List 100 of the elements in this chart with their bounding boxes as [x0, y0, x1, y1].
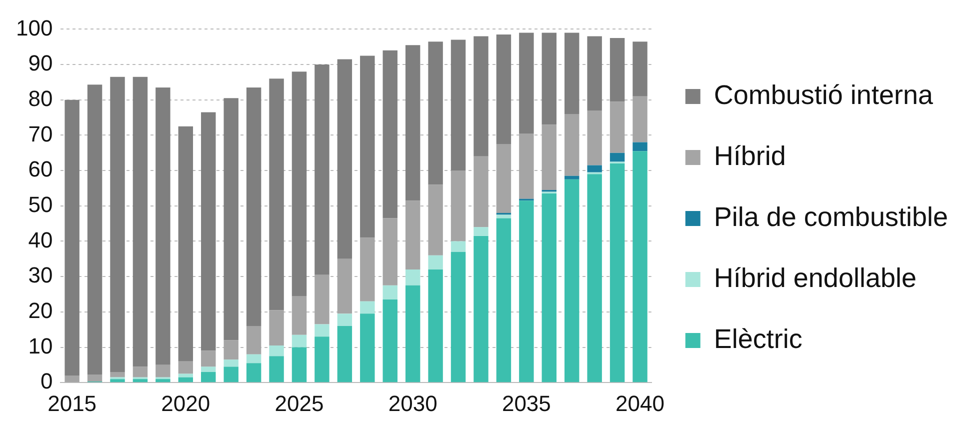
y-tick-label: 100: [16, 15, 53, 40]
bar: [564, 176, 580, 180]
x-tick-label: 2020: [161, 390, 210, 416]
bar: [178, 126, 194, 362]
bar: [132, 379, 148, 382]
bar: [178, 374, 194, 378]
bar: [428, 184, 443, 256]
bar: [496, 214, 512, 218]
bar: [405, 285, 420, 382]
bar: [519, 32, 534, 134]
bar: [632, 96, 648, 142]
bar: [64, 100, 80, 376]
legend-label: Combustió interna: [714, 80, 934, 110]
bar: [632, 151, 648, 382]
bar: [360, 301, 375, 314]
bar: [610, 163, 625, 382]
x-tick-label: 2040: [616, 390, 664, 416]
bar: [587, 165, 602, 172]
bar: [337, 59, 352, 259]
bar: [450, 252, 466, 382]
bar: [201, 366, 216, 372]
bar: [246, 354, 262, 364]
bar: [292, 334, 307, 348]
bar: [587, 36, 602, 110]
x-tick-label: 2025: [274, 390, 324, 416]
bar: [474, 156, 488, 228]
x-tick-label: 2035: [502, 390, 551, 416]
y-tick-label: 30: [28, 262, 53, 288]
bar: [224, 340, 238, 360]
bar: [450, 170, 466, 242]
bar: [224, 360, 238, 367]
bar: [610, 152, 625, 162]
bar: [132, 76, 148, 367]
bar: [360, 56, 375, 238]
bar: [314, 274, 330, 324]
bar: [564, 179, 580, 382]
bar: [542, 124, 557, 190]
bar: [382, 50, 398, 218]
bar: [382, 218, 398, 286]
bar: [156, 88, 170, 365]
bar: [405, 200, 420, 270]
bar: [110, 379, 125, 382]
bar: [246, 88, 262, 326]
bar: [269, 356, 284, 382]
bar: [405, 270, 420, 286]
bar: [428, 42, 443, 185]
bar: [382, 285, 398, 300]
bar: [269, 78, 284, 310]
bar: [496, 34, 512, 144]
bar: [496, 144, 512, 213]
bar: [564, 114, 580, 176]
bar: [224, 366, 238, 382]
bar: [292, 72, 307, 296]
bar: [201, 372, 216, 382]
bar: [610, 38, 625, 102]
y-tick-label: 40: [28, 227, 53, 252]
bar: [496, 218, 512, 382]
bar: [314, 324, 330, 337]
bar: [64, 376, 80, 382]
bar: [156, 364, 170, 378]
bar: [337, 314, 352, 326]
bar: [610, 102, 625, 153]
y-tick-label: 80: [28, 86, 53, 111]
bar: [474, 227, 488, 236]
legend-label: Híbrid endollable: [714, 262, 917, 293]
bar: [474, 36, 488, 156]
bar: [632, 142, 648, 152]
bar: [87, 84, 102, 374]
bar: [269, 310, 284, 346]
bar: [519, 133, 534, 199]
bar: [337, 258, 352, 314]
bar: [178, 361, 194, 374]
bar: [542, 194, 557, 382]
bar: [314, 336, 330, 382]
bar: [87, 374, 102, 382]
bar: [337, 326, 352, 382]
y-tick-label: 60: [28, 156, 53, 182]
y-tick-label: 90: [28, 50, 53, 76]
bar: [314, 64, 330, 275]
bar: [110, 372, 125, 378]
bar: [360, 314, 375, 382]
y-tick-label: 10: [28, 333, 53, 358]
bar: [587, 110, 602, 166]
bar: [246, 326, 262, 354]
legend-label: Elèctric: [714, 324, 802, 354]
legend-label: Híbrid: [714, 140, 786, 171]
bar: [542, 32, 557, 125]
bar: [292, 296, 307, 335]
bar: [428, 255, 443, 270]
bar: [632, 42, 648, 96]
bar: [132, 366, 148, 378]
bar: [201, 112, 216, 351]
bar: [269, 345, 284, 356]
legend-label: Pila de combustible: [714, 202, 948, 232]
bar: [224, 98, 238, 340]
y-tick-label: 50: [28, 192, 53, 217]
y-tick-label: 20: [28, 298, 53, 323]
bar: [292, 347, 307, 382]
bar: [519, 200, 534, 382]
bar: [450, 40, 466, 171]
